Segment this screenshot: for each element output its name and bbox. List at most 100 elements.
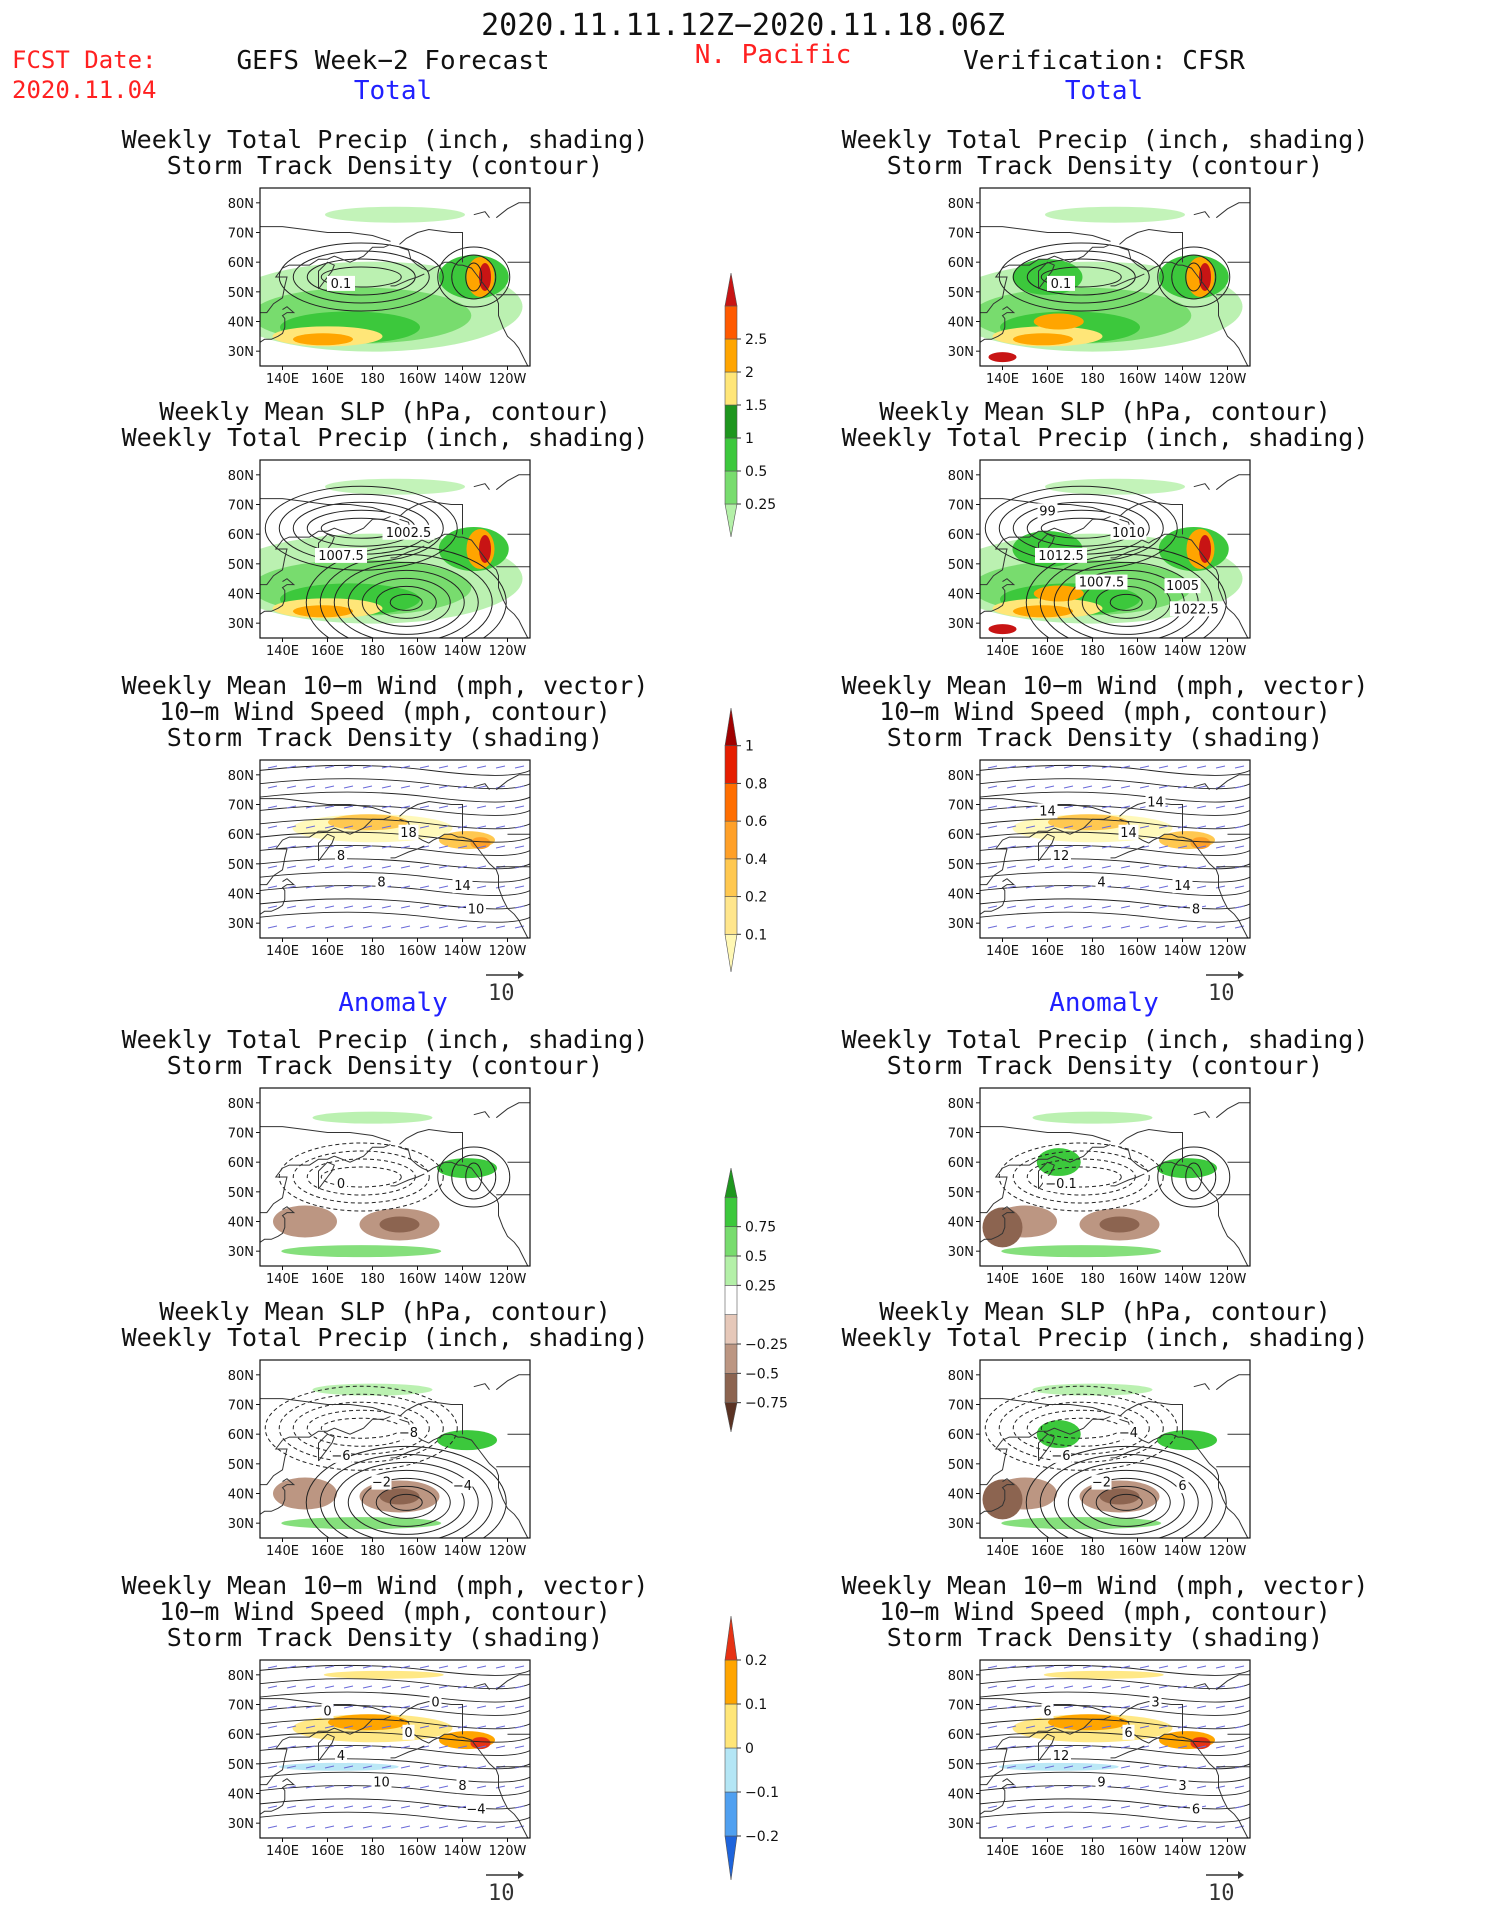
wind-vector (381, 765, 392, 769)
wind-speed-contour (980, 1731, 1250, 1743)
wind-vector (1063, 1685, 1074, 1689)
wind-vector (267, 1825, 278, 1829)
wind-vector (514, 785, 525, 789)
colorbar-label: 0.1 (745, 1697, 767, 1713)
contour-label-box (1149, 1694, 1162, 1710)
wind-vector (305, 765, 316, 769)
wind-vector (495, 925, 506, 929)
wind-speed-contour (260, 831, 530, 843)
coastline (1215, 774, 1250, 791)
wind-vector (1177, 785, 1188, 789)
coastline (980, 1126, 1111, 1142)
wind-vector (419, 785, 430, 789)
map-ob-anom-precip: 80N 70N 60N 50N 40N 30N 140E 160E 180 160W 140W 120… (948, 1087, 1251, 1287)
wind-vector (457, 765, 468, 769)
map-ob-total-precip: 80N 70N 60N 50N 40N 30N 140E 160E 180 160W 140W 120… (948, 187, 1251, 387)
storm-density-contour (451, 254, 497, 300)
wind-speed-contour (260, 1745, 530, 1756)
wind-vector (1025, 785, 1036, 789)
panel-title-ob-anom-wind: Weekly Mean 10−m Wind (mph, vector) 10−m… (825, 1573, 1385, 1651)
wind-vector (514, 1725, 525, 1729)
coastline (1193, 1683, 1210, 1690)
slp-contour-low (1012, 1401, 1150, 1455)
title-line: Weekly Mean SLP (hPa, contour) (879, 1297, 1331, 1326)
wind-vector (1063, 825, 1074, 829)
wind-vector (1063, 765, 1074, 769)
wind-vector (400, 845, 411, 849)
coastline (1110, 545, 1145, 559)
slp-contour (1025, 545, 1227, 638)
wind-vector (1063, 1765, 1074, 1769)
vector-reference-label: 10 (1208, 981, 1235, 1006)
wind-vector (1215, 1785, 1226, 1789)
lon-tick-label: 160E (311, 644, 344, 659)
wind-vector (1063, 1705, 1074, 1709)
coastline (390, 545, 425, 559)
precip-coast-red (479, 535, 491, 563)
lat-tick-label: 50N (228, 1186, 254, 1201)
wind-vector (1196, 1685, 1207, 1689)
wind-vector (987, 1725, 998, 1729)
contour-label: 4 (1097, 876, 1105, 891)
coastline (390, 1445, 425, 1459)
wind-vector (400, 925, 411, 929)
wind-vector (1120, 1785, 1131, 1789)
wind-vector (1215, 885, 1226, 889)
storm-density-contour (1012, 1150, 1150, 1204)
contour-label: 8 (337, 849, 345, 864)
contour-label-box (1145, 794, 1166, 810)
map-ob-anom-wind: 80N 70N 60N 50N 40N 30N 140E 160E 180 160W 140W 120… (948, 1659, 1251, 1859)
lon-tick-label: 120W (489, 1544, 527, 1559)
title-line: Weekly Mean SLP (hPa, contour) (879, 397, 1331, 426)
contour-label-box (335, 847, 347, 863)
density-arctic (323, 1670, 444, 1679)
wind-vector (381, 1705, 392, 1709)
contour-label: 14 (1174, 879, 1191, 894)
wind-vector (1044, 925, 1055, 929)
lat-tick-label: 40N (228, 1488, 254, 1503)
map-ob-anom-slp: 80N 70N 60N 50N 40N 30N 140E 160E 180 160W 140W 120… (948, 1359, 1251, 1559)
wind-vector (457, 1665, 468, 1669)
lat-tick-label: 30N (948, 345, 974, 360)
slp-contour (333, 1461, 479, 1538)
lat-tick-label: 60N (948, 828, 974, 843)
wind-vector (419, 905, 430, 909)
contour-label: −6 (1051, 1449, 1070, 1464)
wind-vector (267, 805, 278, 809)
lat-tick-label: 60N (228, 256, 254, 271)
wind-speed-contour (980, 1664, 1250, 1676)
map-frame (979, 1659, 1251, 1839)
title-line: Storm Track Density (contour) (166, 151, 604, 180)
wind-vector (267, 1665, 278, 1669)
lat-tick-label: 60N (228, 528, 254, 543)
anom-obs-dry (982, 1207, 1023, 1248)
plot-area (980, 474, 1250, 638)
wind-vector (1082, 1805, 1093, 1809)
wind-vector (476, 765, 487, 769)
wind-vector (438, 1745, 449, 1749)
colorbar-segment (724, 933, 738, 973)
colorbar-label: 0.8 (745, 776, 767, 792)
left-total-label: Total (353, 76, 433, 106)
coastline (980, 1143, 1111, 1214)
wind-vector (1120, 805, 1131, 809)
wind-vector (400, 1785, 411, 1789)
coastline (980, 226, 1111, 242)
title-line: Weekly Mean SLP (hPa, contour) (159, 397, 611, 426)
wind-vector (1177, 1665, 1188, 1669)
precip-shade-orange (293, 333, 353, 346)
wind-speed-contour (260, 818, 530, 830)
wind-vector (343, 1685, 354, 1689)
wind-vector (267, 885, 278, 889)
wind-vector (1177, 1685, 1188, 1689)
coastline (390, 1745, 425, 1759)
lat-tick-label: 80N (228, 1369, 254, 1384)
coastline (1038, 833, 1055, 862)
colorbar-label: −0.5 (745, 1366, 779, 1382)
wind-vector (476, 1725, 487, 1729)
wind-vector (1120, 1665, 1131, 1669)
coastline (1038, 261, 1055, 290)
wind-vector (987, 1805, 998, 1809)
coastline (462, 536, 529, 638)
wind-vector (1082, 845, 1093, 849)
